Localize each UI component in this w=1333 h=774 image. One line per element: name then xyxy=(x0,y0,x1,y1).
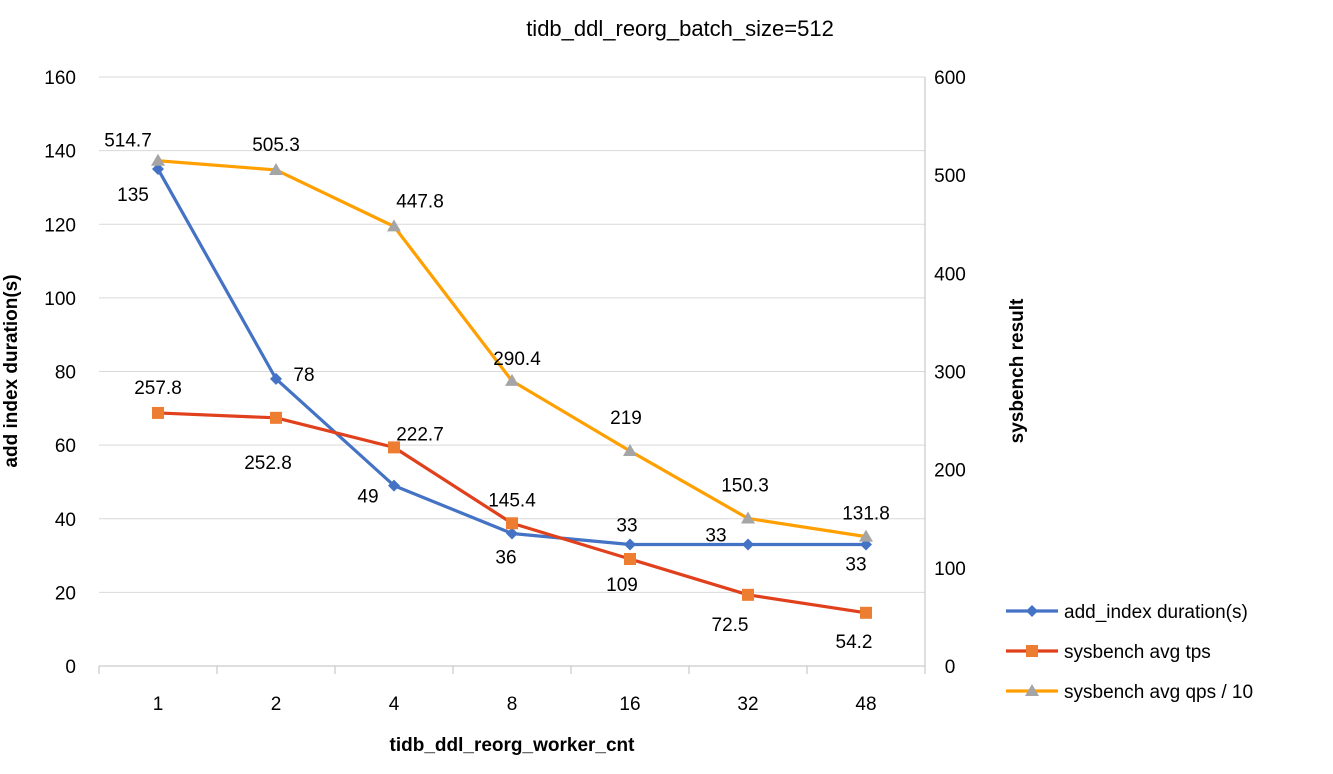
data-label: 54.2 xyxy=(836,632,873,653)
data-label: 135 xyxy=(117,185,149,206)
data-point-square xyxy=(1026,645,1038,657)
data-point-diamond xyxy=(624,538,636,551)
x-tick-label: 1 xyxy=(153,694,164,715)
y-tick-label: 0 xyxy=(65,657,76,678)
legend-entry: add_index duration(s) xyxy=(1064,602,1248,623)
data-point-diamond xyxy=(270,372,282,385)
data-label: 109 xyxy=(606,575,638,596)
data-point-square xyxy=(624,552,636,565)
data-point-square xyxy=(506,517,518,530)
x-tick-label: 2 xyxy=(271,694,282,715)
data-label: 514.7 xyxy=(104,131,152,152)
data-point-triangle xyxy=(623,444,637,457)
y-tick-label: 160 xyxy=(44,68,76,89)
data-label: 150.3 xyxy=(721,475,769,496)
data-point-square xyxy=(860,606,872,619)
y2-tick-label: 0 xyxy=(945,657,956,678)
chart-title: tidb_ddl_reorg_batch_size=512 xyxy=(526,16,834,41)
data-point-square xyxy=(742,588,754,601)
data-label: 36 xyxy=(495,547,516,568)
series-line xyxy=(157,411,867,615)
data-label: 78 xyxy=(293,365,314,386)
data-point-diamond xyxy=(152,163,164,176)
y-tick-label: 140 xyxy=(44,142,76,163)
y-axis-label: add index duration(s) xyxy=(1,274,22,467)
data-label: 257.8 xyxy=(134,378,182,399)
x-axis-label: tidb_ddl_reorg_worker_cnt xyxy=(390,735,636,756)
y2-axis-label: sysbench result xyxy=(1007,298,1028,443)
x-tick-label: 8 xyxy=(507,694,518,715)
data-label: 131.8 xyxy=(842,504,890,525)
x-tick-label: 32 xyxy=(737,694,758,715)
y2-tick-label: 500 xyxy=(934,166,966,187)
data-label: 33 xyxy=(705,526,726,547)
y-tick-label: 60 xyxy=(55,436,76,457)
data-label: 447.8 xyxy=(396,191,444,212)
y2-tick-label: 300 xyxy=(934,363,966,384)
data-point-triangle xyxy=(387,219,401,232)
y-tick-label: 120 xyxy=(44,215,76,236)
data-point-diamond xyxy=(1026,605,1038,617)
data-label: 49 xyxy=(357,487,378,508)
data-point-triangle xyxy=(151,153,165,166)
y2-tick-label: 100 xyxy=(934,559,966,580)
data-label: 505.3 xyxy=(252,135,300,156)
legend: add_index duration(s) sysbench avg tps sys… xyxy=(1006,602,1253,703)
y-tick-label: 80 xyxy=(55,363,76,384)
data-point-square xyxy=(270,411,282,424)
data-point-square xyxy=(152,406,164,419)
y2-tick-label: 600 xyxy=(934,68,966,89)
y2-tick-label: 400 xyxy=(934,264,966,285)
x-tick-label: 4 xyxy=(389,694,400,715)
x-tick-label: 48 xyxy=(855,694,876,715)
legend-entry: sysbench avg qps / 10 xyxy=(1064,682,1253,703)
data-point-square xyxy=(388,441,400,454)
data-label: 252.8 xyxy=(244,453,292,474)
y-tick-label: 100 xyxy=(44,289,76,310)
x-tick-label: 16 xyxy=(619,694,640,715)
data-point-diamond xyxy=(506,527,518,540)
data-point-triangle xyxy=(1025,684,1039,696)
y2-tick-label: 200 xyxy=(934,461,966,482)
data-point-triangle xyxy=(269,162,283,175)
data-label: 72.5 xyxy=(712,615,749,636)
y-tick-label: 20 xyxy=(55,583,76,604)
data-point-triangle xyxy=(859,529,873,542)
data-label: 222.7 xyxy=(396,424,444,445)
legend-entry: sysbench avg tps xyxy=(1064,642,1211,663)
data-point-triangle xyxy=(505,373,519,386)
data-label: 290.4 xyxy=(493,349,541,370)
data-label: 145.4 xyxy=(488,490,536,511)
data-label: 33 xyxy=(845,555,866,576)
data-point-triangle xyxy=(741,511,755,524)
data-point-diamond xyxy=(742,538,754,551)
data-label: 219 xyxy=(610,408,642,429)
y-tick-label: 40 xyxy=(55,510,76,531)
data-label: 33 xyxy=(616,516,637,537)
data-point-diamond xyxy=(388,479,400,492)
